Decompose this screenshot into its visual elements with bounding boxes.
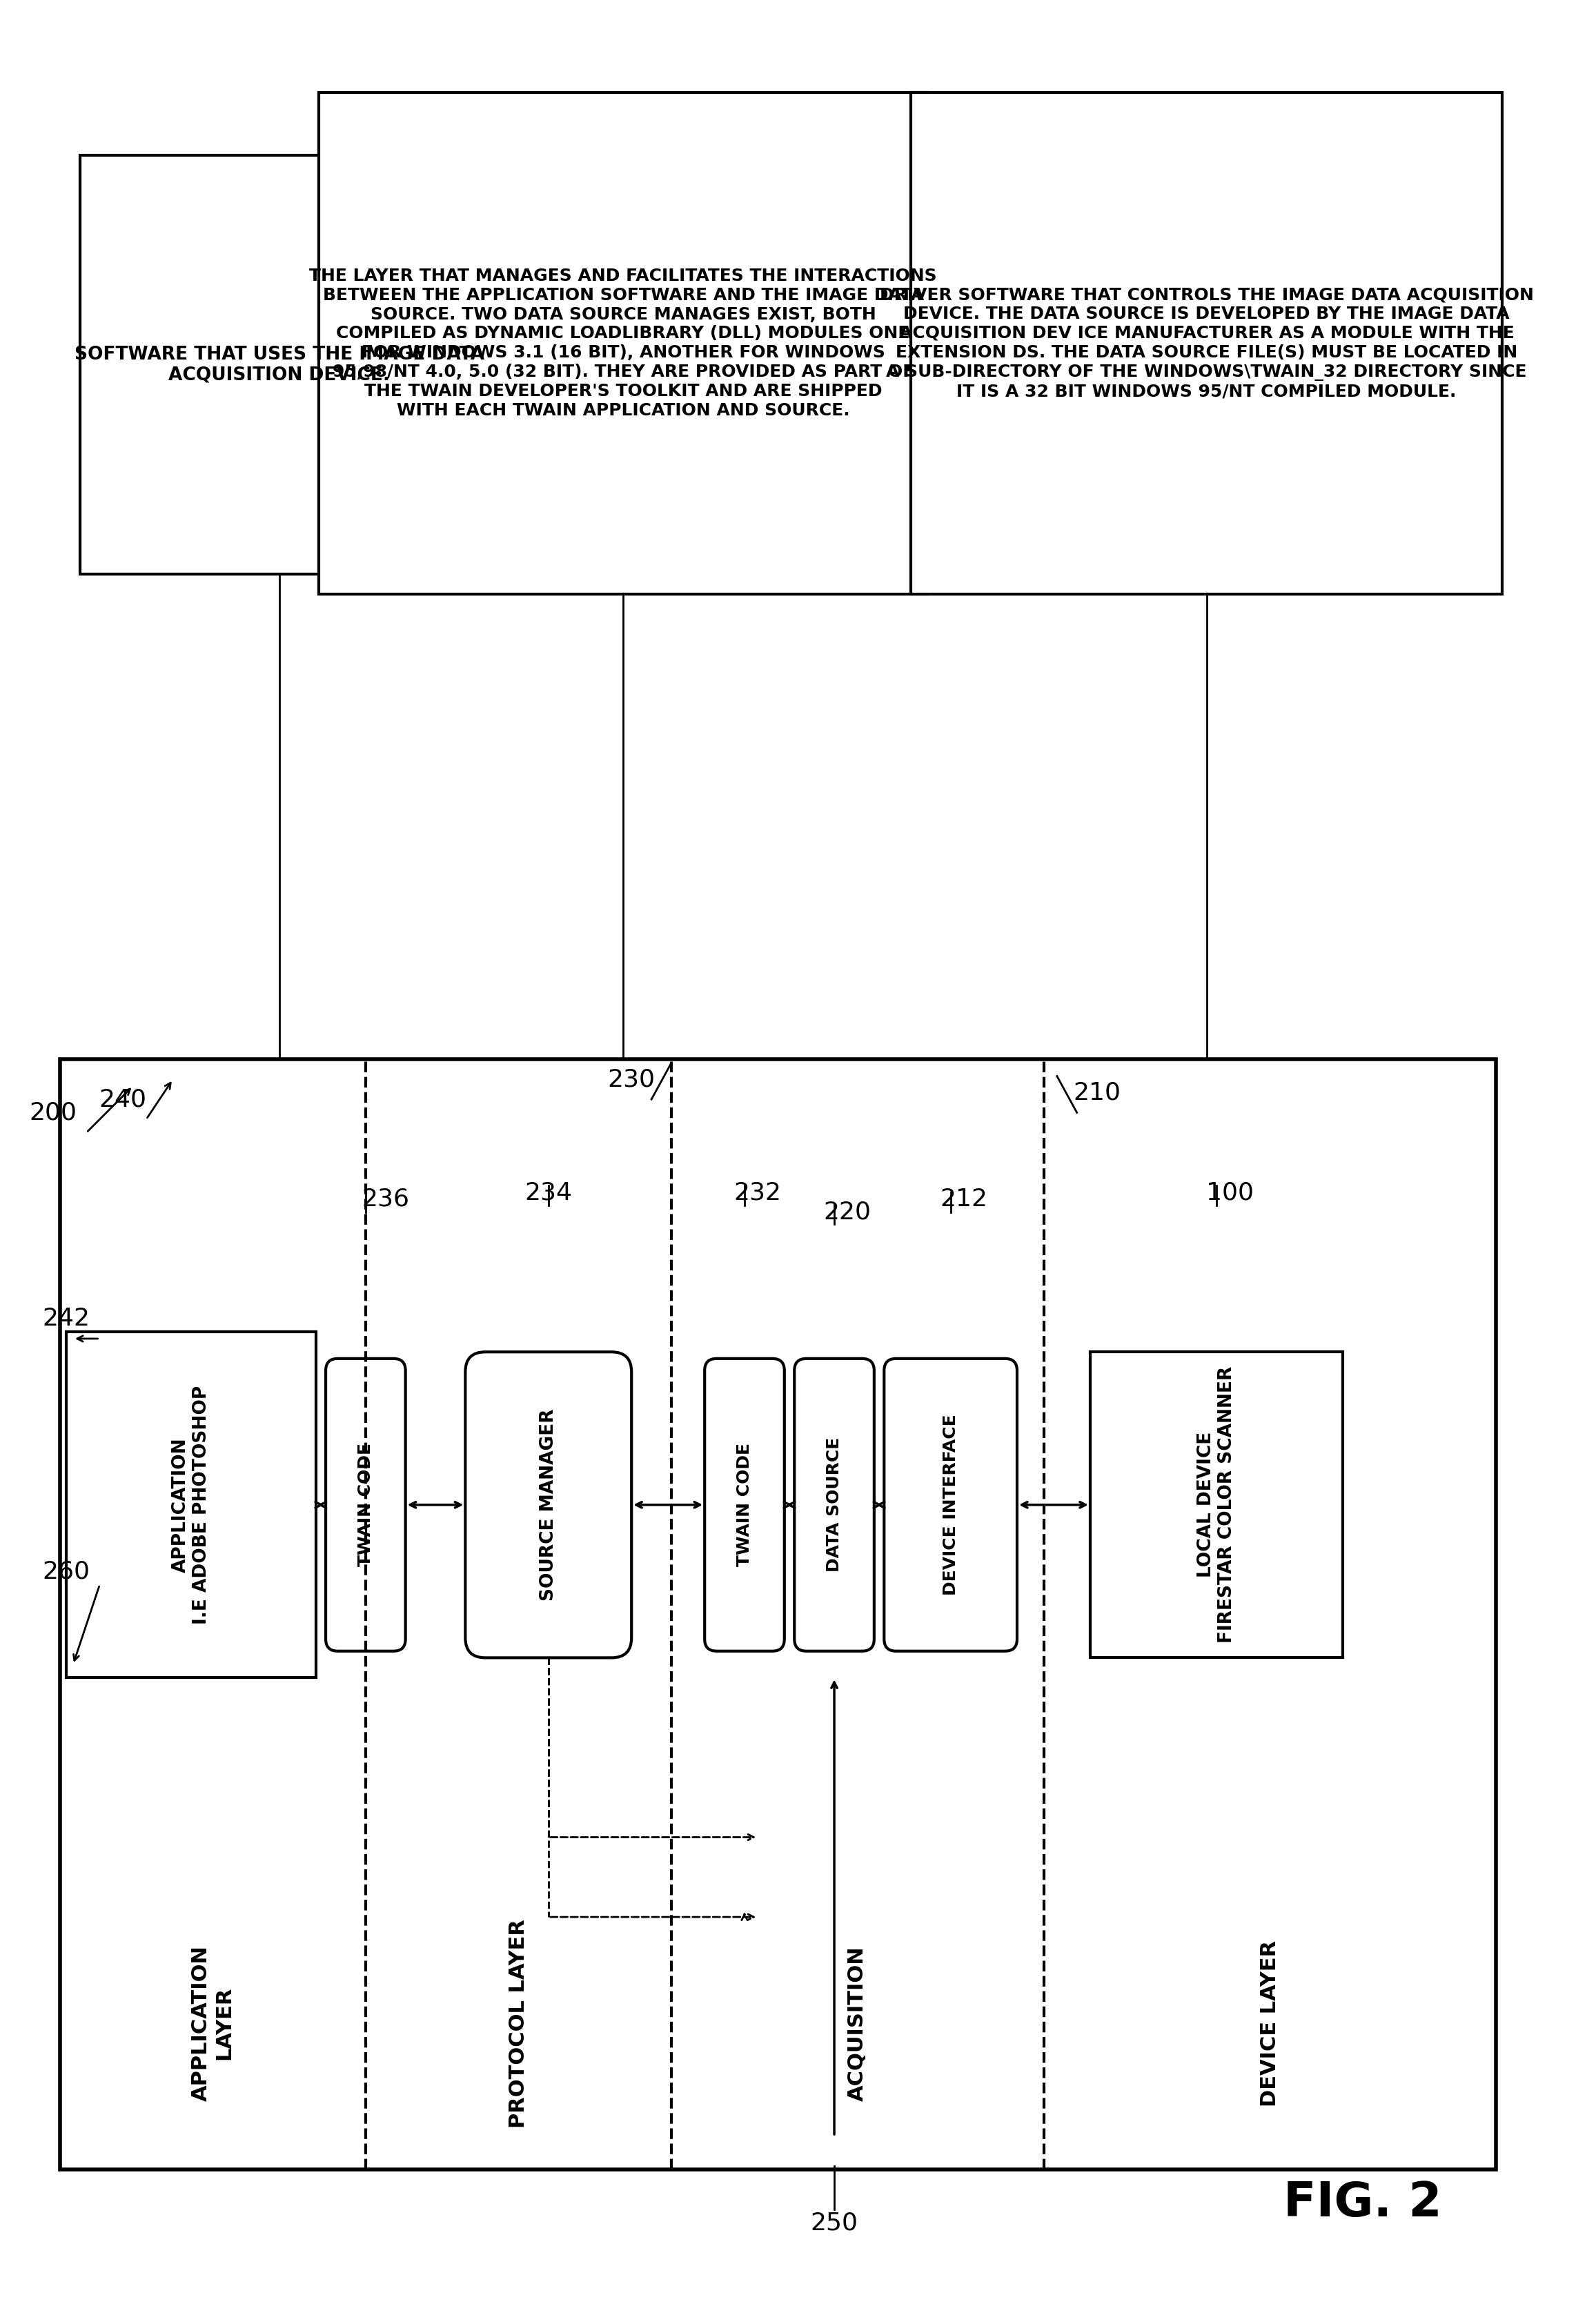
Text: APPLICATION
I.E ADOBE PHOTOSHOP: APPLICATION I.E ADOBE PHOTOSHOP [172,1385,211,1624]
Bar [911,93,1502,594]
Bar [59,1059,1495,2170]
Text: 100: 100 [1207,1180,1253,1205]
Text: DRIVER SOFTWARE THAT CONTROLS THE IMAGE DATA ACQUISITION
DEVICE. THE DATA SOURCE: DRIVER SOFTWARE THAT CONTROLS THE IMAGE … [879,287,1534,400]
Text: DATA SOURCE: DATA SOURCE [827,1436,843,1573]
FancyBboxPatch shape [326,1358,405,1651]
Text: TWAIN CODE: TWAIN CODE [736,1443,753,1566]
Text: PROTOCOL LAYER: PROTOCOL LAYER [509,1920,528,2128]
Text: 236: 236 [362,1187,409,1210]
Bar [67,1332,316,1677]
Text: DEVICE INTERFACE: DEVICE INTERFACE [942,1413,959,1596]
Text: DEVICE LAYER: DEVICE LAYER [1259,1941,1280,2107]
FancyBboxPatch shape [466,1351,632,1658]
Text: TWAIN CODE: TWAIN CODE [358,1443,373,1566]
FancyBboxPatch shape [704,1358,784,1651]
Text: 200: 200 [29,1101,77,1124]
Text: 260: 260 [43,1559,91,1582]
Text: LOCAL DEVICE
FIRESTAR COLOR SCANNER: LOCAL DEVICE FIRESTAR COLOR SCANNER [1197,1367,1235,1642]
Text: 232: 232 [734,1180,782,1205]
Text: SOURCE MANAGER: SOURCE MANAGER [539,1409,557,1601]
Text: 230: 230 [608,1069,656,1092]
Bar [319,93,927,594]
Text: 212: 212 [940,1187,988,1210]
Text: ACQUISITION: ACQUISITION [847,1945,868,2100]
Text: 220: 220 [824,1200,871,1224]
Text: 240: 240 [99,1087,147,1110]
FancyBboxPatch shape [884,1358,1017,1651]
Text: FIG. 2: FIG. 2 [1283,2179,1441,2225]
Bar [1090,1351,1342,1658]
Text: 234: 234 [525,1180,573,1205]
Text: SOFTWARE THAT USES THE IMAGE DATA
ACQUISITION DEVICE.: SOFTWARE THAT USES THE IMAGE DATA ACQUIS… [75,345,484,384]
Text: THE LAYER THAT MANAGES AND FACILITATES THE INTERACTIONS
BETWEEN THE APPLICATION : THE LAYER THAT MANAGES AND FACILITATES T… [310,268,937,419]
Bar [80,155,479,574]
Text: 242: 242 [43,1307,91,1330]
FancyBboxPatch shape [795,1358,875,1651]
Text: APPLICATION
LAYER: APPLICATION LAYER [192,1945,235,2100]
Text: 210: 210 [1073,1080,1120,1103]
Text: 250: 250 [811,2211,859,2234]
